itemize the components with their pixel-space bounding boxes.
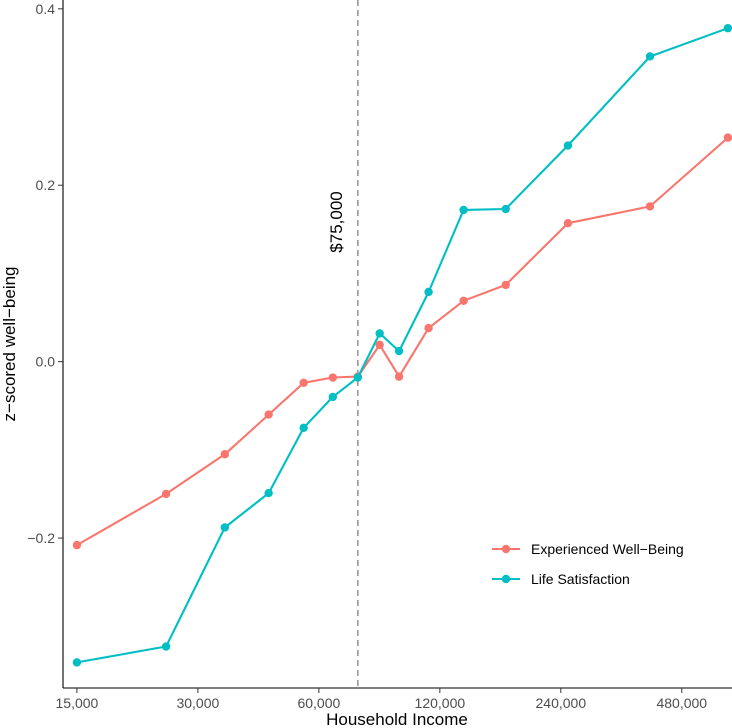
data-point — [220, 450, 229, 459]
data-point — [353, 373, 363, 382]
data-point — [328, 392, 338, 402]
data-point — [375, 329, 384, 338]
series-experienced-well-being — [72, 133, 732, 550]
x-tick-label: 120,000 — [415, 695, 466, 711]
data-point — [220, 523, 229, 532]
data-point — [299, 378, 308, 388]
data-point — [459, 205, 468, 215]
data-point — [72, 540, 82, 550]
x-axis-ticks: 15,000 30,000 60,000 120,000 240,000 480,000 — [56, 688, 707, 711]
legend-label: Life Satisfaction — [531, 571, 630, 587]
y-axis-title: z−scored well−being — [0, 267, 19, 422]
x-tick-label: 60,000 — [297, 695, 340, 711]
legend-item: Life Satisfaction — [492, 571, 630, 587]
data-point — [501, 204, 510, 214]
y-tick-label: −0.2 — [27, 530, 55, 546]
data-point — [723, 24, 732, 33]
data-point — [424, 287, 433, 297]
legend-key-point — [501, 574, 511, 584]
data-point — [375, 340, 384, 350]
data-point — [723, 133, 732, 142]
data-point — [299, 423, 308, 432]
y-axis-ticks: −0.2 0.0 0.2 0.4 — [27, 1, 63, 546]
x-tick-label: 15,000 — [56, 695, 99, 711]
legend-item: Experienced Well−Being — [492, 541, 684, 557]
data-point — [72, 658, 82, 667]
legend: Experienced Well−Being Life Satisfaction — [492, 541, 684, 587]
x-tick-label: 480,000 — [656, 695, 707, 711]
data-point — [394, 372, 404, 381]
data-point — [264, 410, 273, 419]
data-point — [563, 141, 573, 150]
legend-key-point — [501, 544, 511, 554]
data-point — [563, 218, 573, 228]
data-point — [424, 323, 433, 333]
x-axis-title: Household Income — [326, 710, 468, 728]
data-point — [501, 280, 510, 290]
data-point — [264, 488, 273, 498]
data-point — [645, 52, 655, 61]
series-line — [76, 136, 729, 547]
data-point — [161, 642, 171, 651]
series-life-satisfaction — [72, 24, 732, 667]
series-line — [76, 27, 729, 664]
reference-line-label: $75,000 — [327, 191, 346, 252]
data-point — [459, 296, 468, 305]
x-tick-label: 30,000 — [176, 695, 219, 711]
y-tick-label: 0.2 — [36, 177, 56, 193]
x-tick-label: 240,000 — [536, 695, 587, 711]
data-point — [328, 373, 338, 382]
data-point — [161, 489, 171, 499]
series-layer — [72, 24, 732, 667]
y-tick-label: 0.4 — [36, 1, 56, 17]
y-tick-label: 0.0 — [36, 354, 56, 370]
data-point — [394, 346, 404, 356]
legend-label: Experienced Well−Being — [531, 541, 684, 557]
data-point — [645, 202, 655, 211]
